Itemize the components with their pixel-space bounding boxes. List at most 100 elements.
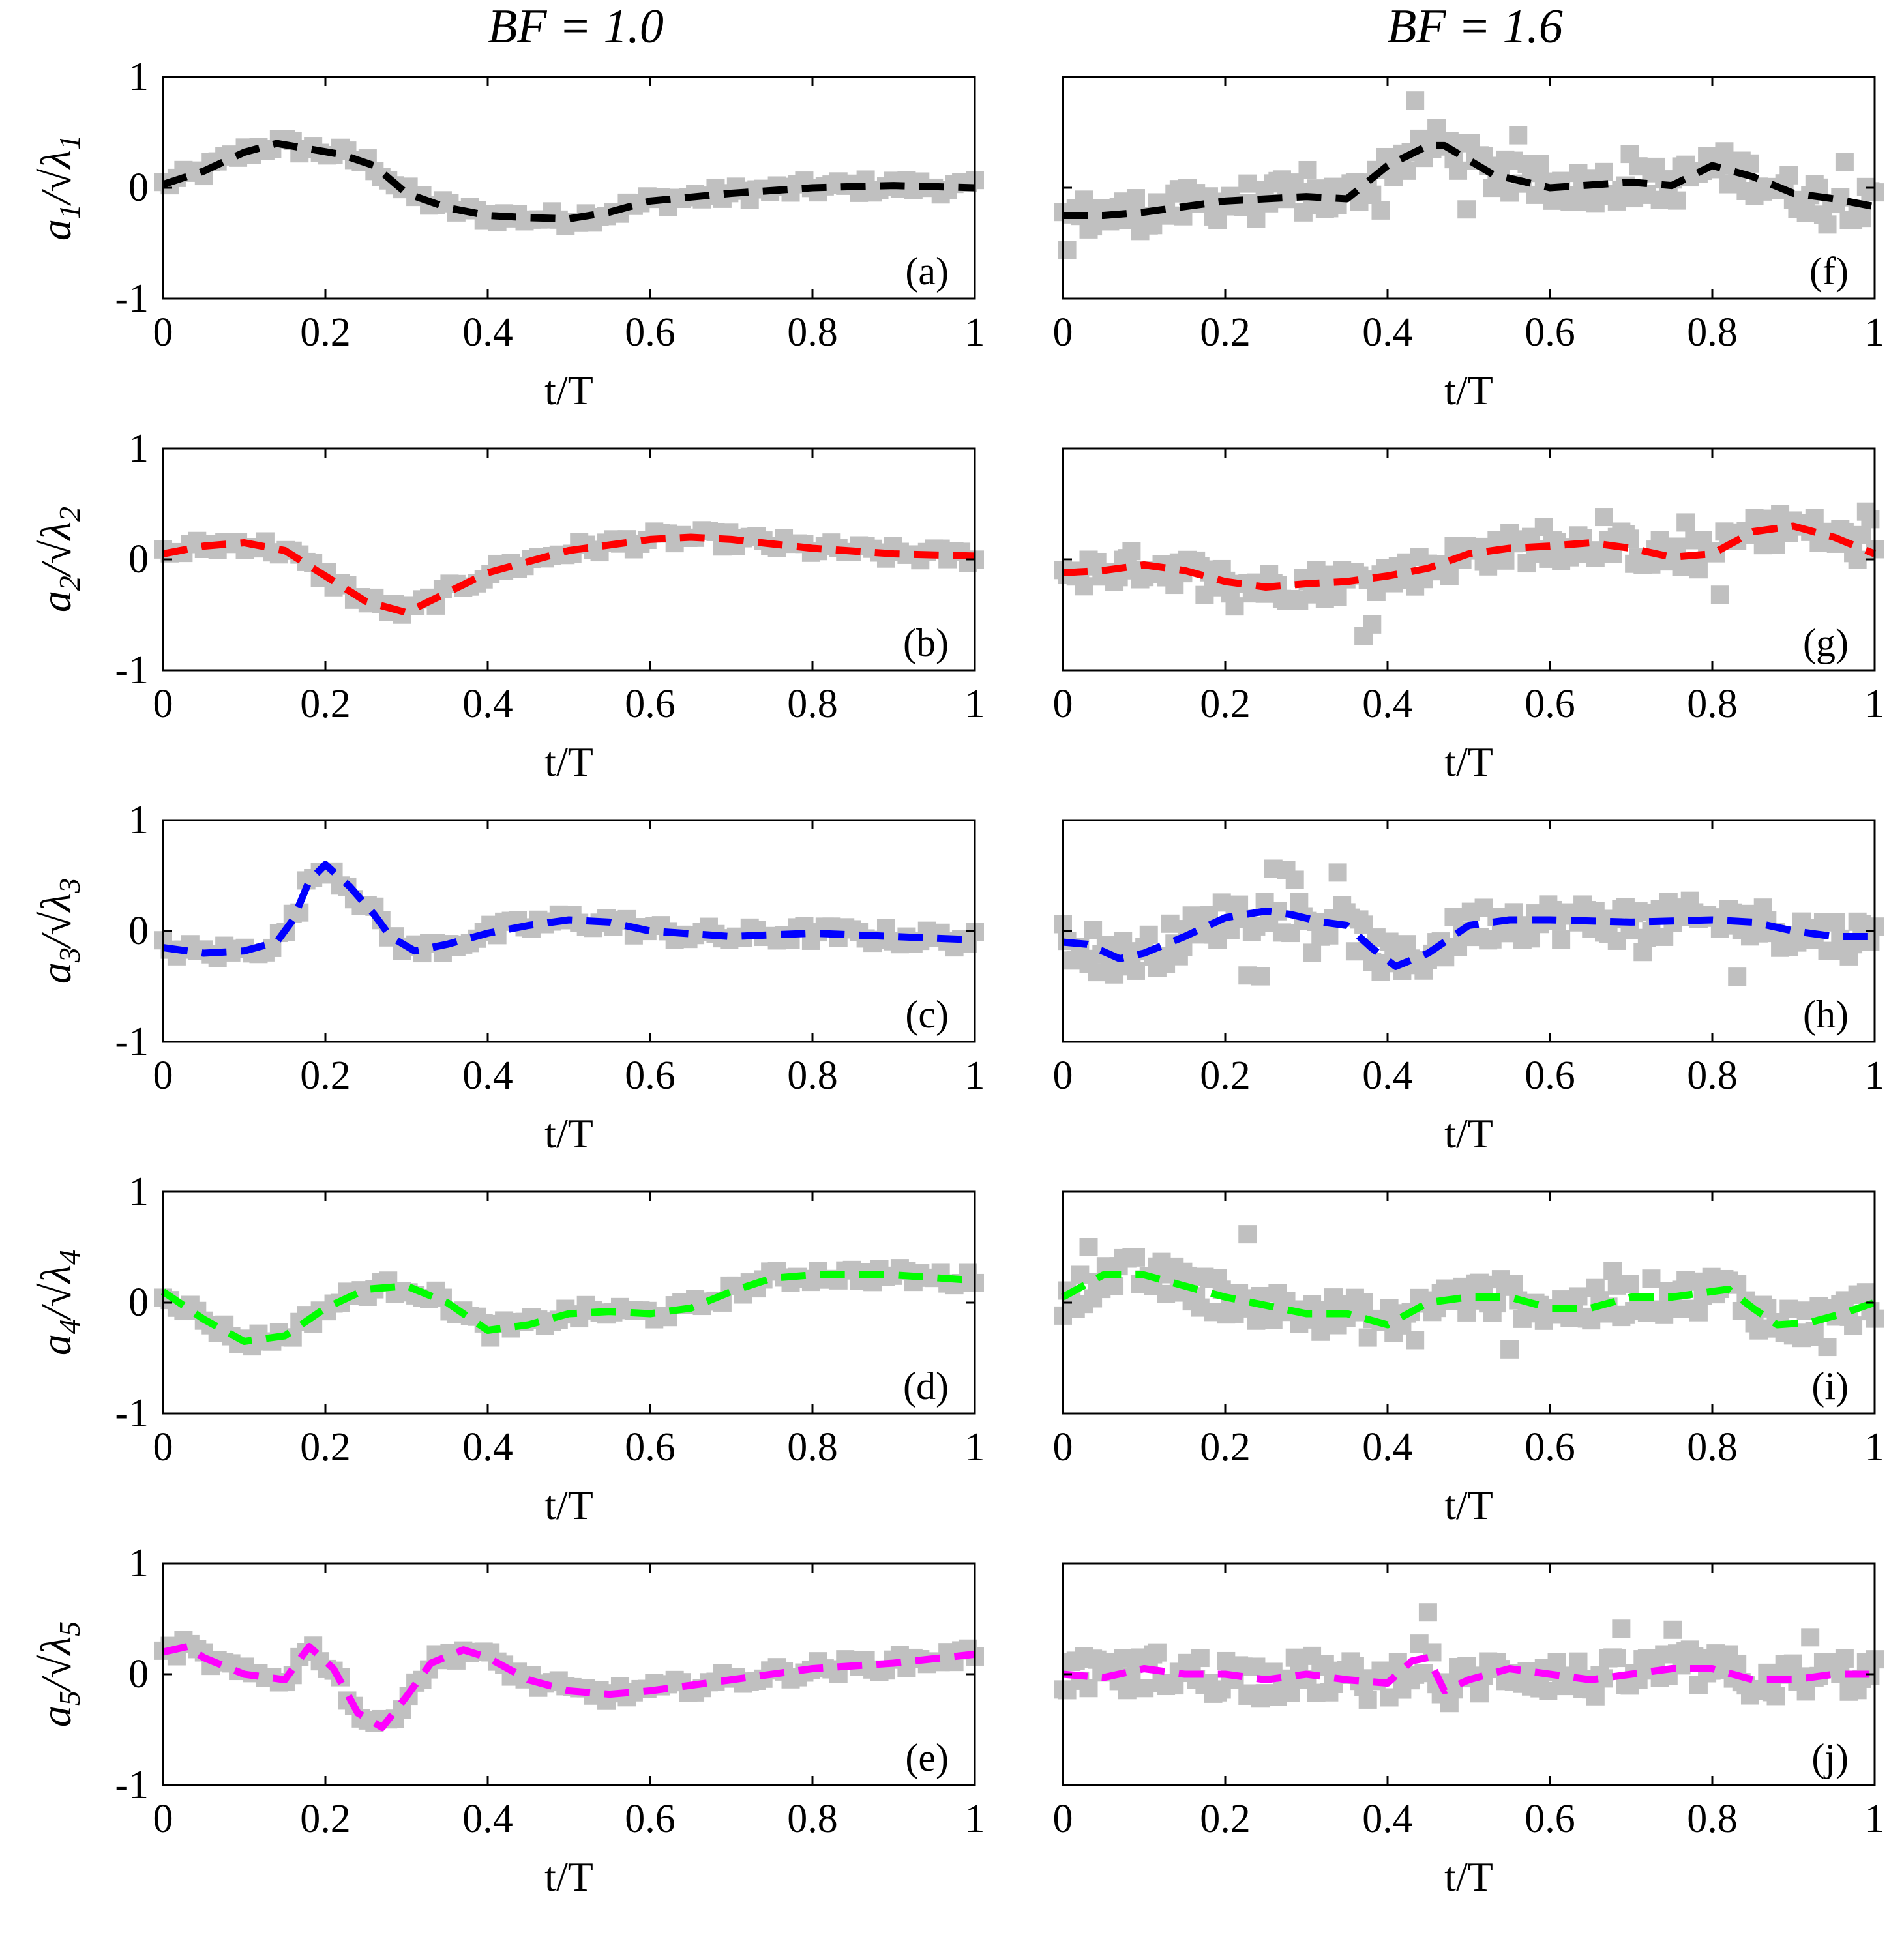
scatter-point <box>1629 902 1648 921</box>
scatter-point <box>1191 1649 1210 1668</box>
svg-text:a2/√λ2: a2/√λ2 <box>33 507 86 612</box>
x-tick-label: 1 <box>1865 1797 1885 1841</box>
scatter-point <box>1058 241 1077 259</box>
scatter-point <box>1831 188 1850 207</box>
panel-a: 0 0.2 0.4 0.6 0.8 110-1t/T(a) <box>115 55 985 413</box>
x-tick-label: 0.6 <box>1525 682 1575 726</box>
x-tick-label: 0 <box>153 1054 173 1098</box>
scatter-point <box>1835 153 1854 171</box>
y-tick-label: 0 <box>128 166 149 210</box>
scatter-point <box>1328 863 1347 882</box>
y-axis-label-row-4: a4/√λ4 <box>33 1250 86 1355</box>
x-tick-label: 0.2 <box>1200 310 1251 355</box>
x-axis-label: t/T <box>544 367 593 413</box>
x-tick-label: 0.6 <box>625 682 676 726</box>
x-tick-label: 1 <box>965 310 985 355</box>
scatter-point <box>1440 567 1459 585</box>
x-tick-label: 0.4 <box>1362 1054 1413 1098</box>
panel-f: 0 0.2 0.4 0.6 0.8 1 t/T (f) <box>1053 76 1885 413</box>
scatter-point <box>1126 961 1145 980</box>
y-tick-label: 0 <box>128 537 149 582</box>
series-line-mode-4 <box>160 1271 975 1345</box>
x-axis-label: t/T <box>1444 1482 1493 1528</box>
scatter-point <box>1264 1310 1283 1329</box>
scatter-point <box>1470 1684 1489 1703</box>
panels: 0 0.2 0.4 0.6 0.8 110-1t/T(a)0 0.2 0.4 0.6 0.8 1t/… <box>115 55 1884 1900</box>
ylabel-lambda: λ <box>33 893 80 913</box>
scatter-point <box>1676 513 1695 532</box>
scatter-point <box>1071 1265 1090 1284</box>
scatter-point <box>1298 160 1317 179</box>
ylabel-lambda-sub: 4 <box>53 1250 86 1265</box>
scatter-point <box>1474 1275 1493 1294</box>
scatter-point <box>1728 1654 1747 1673</box>
scatter-point <box>1728 968 1747 986</box>
scatter-point <box>1354 1293 1373 1312</box>
x-tick-label: 1 <box>1865 1425 1885 1470</box>
scatter-point <box>1642 1269 1661 1288</box>
scatter-point <box>1689 1303 1708 1322</box>
x-tick-label: 0.2 <box>300 1425 351 1470</box>
ylabel-lambda-sub: 5 <box>53 1621 86 1636</box>
scatter-point <box>1126 1248 1145 1267</box>
panel-j: 0 0.2 0.4 0.6 0.8 1 t/T (j) <box>1053 1562 1885 1900</box>
y-tick-label: 1 <box>128 1170 149 1214</box>
panel-tag: (h) <box>1803 993 1849 1036</box>
scatter-point <box>1397 161 1416 180</box>
scatter-point <box>1320 926 1339 945</box>
ylabel-lambda: λ <box>33 1636 80 1657</box>
x-axis-label: t/T <box>1444 1854 1493 1900</box>
series-line-mode-5 <box>1062 1654 1875 1694</box>
panel-h: 0 0.2 0.4 0.6 0.8 1 t/T (h) <box>1053 819 1885 1157</box>
ylabel-a-sub: 2 <box>53 576 86 591</box>
scatter-point <box>1844 1316 1863 1335</box>
scatter-point <box>1358 1690 1377 1709</box>
panel-tag: (g) <box>1803 621 1849 664</box>
scatter-point <box>1667 191 1686 210</box>
scatter-point <box>1740 154 1759 173</box>
scatter-point <box>1779 1299 1798 1318</box>
scatter-point <box>1225 1304 1244 1323</box>
panel-d: 0 0.2 0.4 0.6 0.8 110-1t/T(d) <box>115 1170 985 1528</box>
series-line-mode-3 <box>1062 907 1875 970</box>
scatter-point <box>1268 902 1287 921</box>
scatter-point <box>1852 209 1871 228</box>
series-line-mode-1 <box>162 140 975 223</box>
y-axis-label-row-5: a5/√λ5 <box>33 1621 86 1727</box>
panel-tag: (f) <box>1809 250 1849 293</box>
scatter-point <box>1358 1328 1377 1347</box>
scatter-point <box>1449 161 1468 180</box>
scatter-point <box>1247 209 1266 228</box>
scatter-point <box>1530 155 1549 173</box>
x-tick-label: 1 <box>1865 310 1885 355</box>
scatter-point <box>1504 1275 1523 1293</box>
scatter-point <box>1607 1649 1626 1668</box>
x-axis-label: t/T <box>1444 367 1493 413</box>
x-axis-label: t/T <box>544 739 593 785</box>
x-tick-label: 0.4 <box>462 1797 513 1841</box>
series-line-mode-2 <box>1062 522 1877 591</box>
y-tick-label: 1 <box>128 1541 149 1586</box>
x-tick-label: 1 <box>965 1797 985 1841</box>
y-tick-label: -1 <box>115 648 149 692</box>
scatter-point <box>1406 91 1425 110</box>
scatter-point <box>1418 1603 1437 1622</box>
scatter-point <box>1114 932 1133 951</box>
x-tick-label: 0.4 <box>462 1054 513 1098</box>
scatter-point <box>1835 1649 1854 1668</box>
scatter-point <box>1848 550 1867 569</box>
x-tick-label: 0.8 <box>1687 1797 1738 1841</box>
x-tick-label: 0.4 <box>1362 682 1413 726</box>
x-tick-label: 0.2 <box>1200 1797 1251 1841</box>
x-tick-label: 0 <box>153 682 173 726</box>
y-tick-label: 0 <box>128 1652 149 1696</box>
scatter-point <box>1328 587 1347 606</box>
scatter-point <box>1552 930 1571 949</box>
x-tick-label: 0.6 <box>1525 1054 1575 1098</box>
scatter-point <box>1367 583 1386 602</box>
scatter-point <box>1363 185 1382 204</box>
panel-e: 0 0.2 0.4 0.6 0.8 110-1t/T(e) <box>115 1541 985 1900</box>
scatter-point <box>1826 913 1845 932</box>
scatter-series <box>1054 859 1884 986</box>
